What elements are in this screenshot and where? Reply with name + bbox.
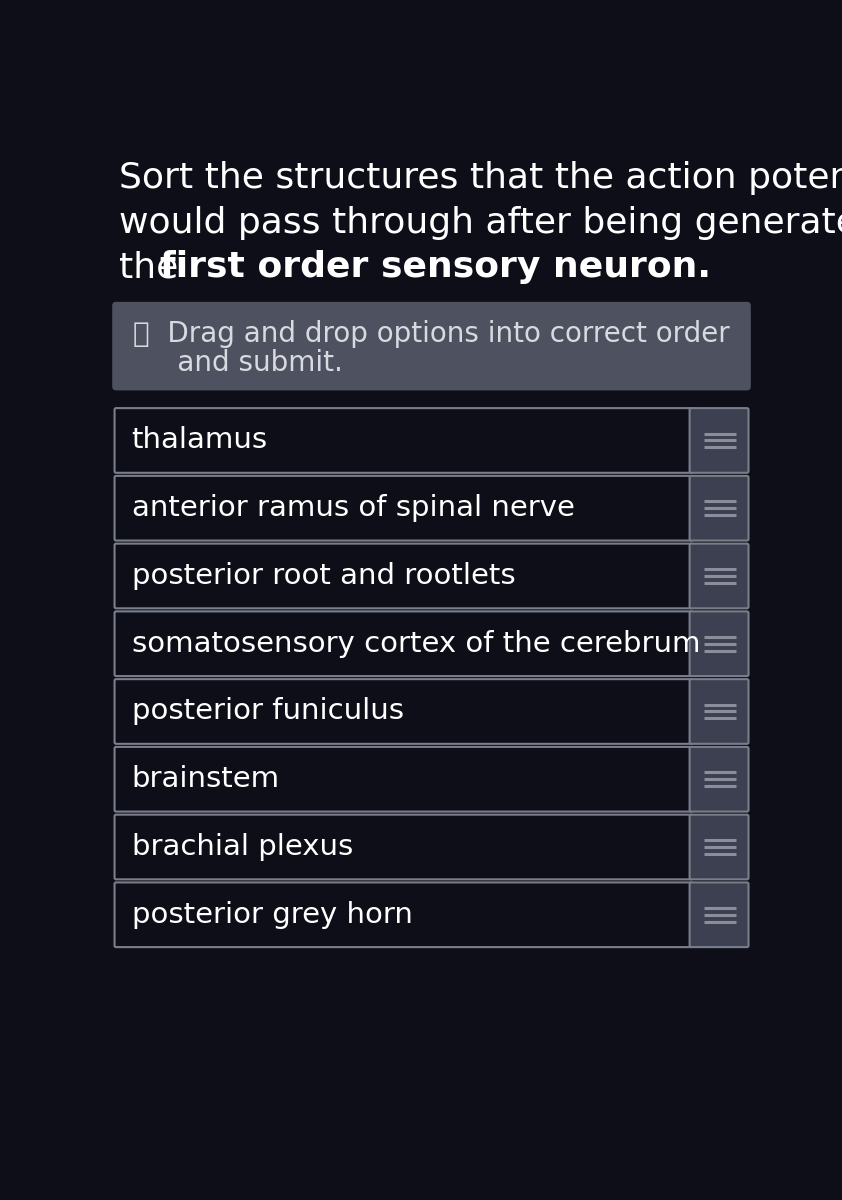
FancyBboxPatch shape bbox=[690, 679, 749, 744]
FancyBboxPatch shape bbox=[690, 611, 749, 676]
Text: and submit.: and submit. bbox=[133, 349, 343, 377]
FancyBboxPatch shape bbox=[115, 476, 693, 540]
FancyBboxPatch shape bbox=[112, 302, 751, 390]
Text: posterior root and rootlets: posterior root and rootlets bbox=[131, 562, 515, 590]
Text: first order sensory neuron.: first order sensory neuron. bbox=[159, 251, 711, 284]
FancyBboxPatch shape bbox=[690, 476, 749, 540]
FancyBboxPatch shape bbox=[115, 815, 693, 880]
FancyBboxPatch shape bbox=[115, 882, 693, 947]
Text: brachial plexus: brachial plexus bbox=[131, 833, 353, 862]
FancyBboxPatch shape bbox=[690, 544, 749, 608]
FancyBboxPatch shape bbox=[115, 611, 693, 676]
FancyBboxPatch shape bbox=[690, 408, 749, 473]
Text: thalamus: thalamus bbox=[131, 426, 268, 455]
Text: the: the bbox=[120, 251, 190, 284]
Text: brainstem: brainstem bbox=[131, 766, 280, 793]
FancyBboxPatch shape bbox=[115, 746, 693, 811]
Text: anterior ramus of spinal nerve: anterior ramus of spinal nerve bbox=[131, 494, 574, 522]
FancyBboxPatch shape bbox=[115, 679, 693, 744]
FancyBboxPatch shape bbox=[690, 815, 749, 880]
FancyBboxPatch shape bbox=[115, 408, 693, 473]
FancyBboxPatch shape bbox=[115, 544, 693, 608]
Text: ⓘ  Drag and drop options into correct order: ⓘ Drag and drop options into correct ord… bbox=[133, 319, 730, 348]
Text: Sort the structures that the action potential: Sort the structures that the action pote… bbox=[120, 161, 842, 194]
Text: somatosensory cortex of the cerebrum: somatosensory cortex of the cerebrum bbox=[131, 630, 700, 658]
Text: posterior grey horn: posterior grey horn bbox=[131, 901, 413, 929]
Text: posterior funiculus: posterior funiculus bbox=[131, 697, 403, 726]
FancyBboxPatch shape bbox=[690, 882, 749, 947]
FancyBboxPatch shape bbox=[690, 746, 749, 811]
Text: would pass through after being generated by: would pass through after being generated… bbox=[120, 205, 842, 240]
